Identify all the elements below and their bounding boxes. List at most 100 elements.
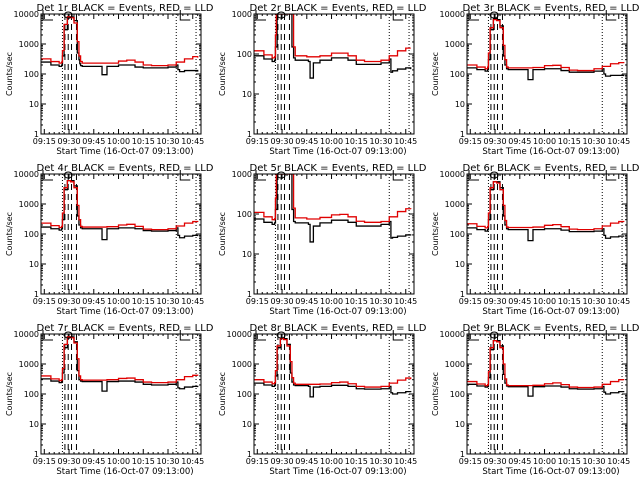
x-axis-label: Start Time (16-Oct-07 09:13:00): [56, 307, 193, 317]
x-tick-label: 10:45: [394, 457, 417, 466]
x-tick-label: 09:30: [58, 297, 81, 306]
x-axis-label: Start Time (16-Oct-07 09:13:00): [269, 307, 406, 317]
y-tick-label: 100: [237, 50, 252, 59]
x-tick-label: 09:30: [271, 297, 294, 306]
panel-title: Det 9r BLACK = Events, RED = LLD: [463, 323, 640, 334]
x-tick-label: 09:30: [484, 297, 507, 306]
x-tick-label: 10:30: [582, 457, 605, 466]
x-tick-label: 09:30: [271, 457, 294, 466]
series-line-lld: [41, 180, 199, 231]
y-tick-label: 10000: [440, 330, 465, 339]
x-tick-label: 10:00: [533, 297, 556, 306]
series-line-lld: [467, 181, 625, 231]
series-line-events: [41, 180, 199, 241]
series-line-lld: [41, 16, 199, 67]
plot-frame: [253, 333, 415, 455]
time-bracket-marker: [179, 170, 191, 181]
x-tick-label: 10:30: [369, 137, 392, 146]
y-tick-label: 10: [29, 260, 39, 269]
x-axis-label: Start Time (16-Oct-07 09:13:00): [269, 467, 406, 477]
y-tick-label: 100: [24, 70, 39, 79]
time-bracket-marker: [42, 10, 53, 21]
x-tick-label: 10:45: [607, 137, 630, 146]
x-tick-label: 10:15: [132, 457, 155, 466]
y-tick-label: 100: [450, 70, 465, 79]
series-line-lld: [254, 14, 411, 63]
x-tick-label: 10:00: [107, 137, 130, 146]
time-bracket-marker: [179, 330, 191, 341]
y-tick-label: 10: [29, 100, 39, 109]
time-bracket-marker: [255, 170, 266, 181]
time-bracket-marker: [255, 10, 266, 21]
time-bracket-marker: [42, 330, 53, 341]
plot-frame: [253, 173, 415, 295]
x-tick-label: 09:15: [33, 297, 56, 306]
x-axis-label: Start Time (16-Oct-07 09:13:00): [56, 467, 193, 477]
y-tick-label: 10000: [227, 330, 252, 339]
x-tick-label: 10:45: [181, 297, 204, 306]
y-tick-label: 1: [34, 450, 39, 459]
flare-peak-marker: [63, 11, 73, 19]
y-tick-label: 1: [34, 130, 39, 139]
x-tick-label: 10:45: [607, 297, 630, 306]
x-tick-label: 09:45: [508, 137, 531, 146]
x-tick-label: 10:15: [132, 297, 155, 306]
x-tick-label: 09:15: [459, 297, 482, 306]
x-tick-label: 09:15: [246, 457, 269, 466]
y-tick-label: 10: [455, 260, 465, 269]
y-tick-label: 1000: [445, 200, 465, 209]
x-tick-label: 09:15: [459, 457, 482, 466]
y-tick-label: 1000: [445, 40, 465, 49]
x-tick-label: 09:15: [246, 137, 269, 146]
flare-peak-marker: [63, 331, 73, 339]
y-tick-label: 1: [34, 290, 39, 299]
time-bracket-marker: [468, 10, 479, 21]
series-line-lld: [254, 174, 412, 223]
x-tick-label: 10:45: [181, 457, 204, 466]
y-tick-label: 100: [450, 230, 465, 239]
y-tick-label: 10: [455, 420, 465, 429]
y-tick-label: 100: [24, 230, 39, 239]
time-bracket-marker: [605, 170, 617, 181]
y-axis-label: Counts/sec: [431, 52, 440, 96]
y-tick-label: 10: [242, 250, 252, 259]
panel-title: Det 8r BLACK = Events, RED = LLD: [250, 323, 427, 334]
x-tick-label: 09:15: [246, 297, 269, 306]
time-bracket-marker: [255, 330, 266, 341]
y-tick-label: 1: [247, 450, 252, 459]
plot-area: [254, 334, 412, 454]
time-bracket-marker: [392, 170, 404, 181]
x-tick-label: 09:30: [484, 137, 507, 146]
x-tick-label: 09:45: [508, 457, 531, 466]
plot-area: [41, 334, 199, 454]
x-tick-label: 10:15: [345, 457, 368, 466]
x-tick-label: 10:15: [558, 297, 581, 306]
panel-title: Det 4r BLACK = Events, RED = LLD: [37, 163, 214, 174]
x-tick-label: 10:00: [320, 457, 343, 466]
flare-peak-marker: [276, 331, 286, 339]
x-tick-label: 10:15: [345, 297, 368, 306]
y-tick-label: 1000: [19, 200, 39, 209]
time-bracket-marker: [179, 10, 191, 21]
y-tick-label: 1000: [232, 170, 252, 179]
series-line-lld: [254, 337, 412, 388]
panel-det-4: Det 4r BLACK = Events, RED = LLD Counts/s…: [5, 163, 214, 317]
x-tick-label: 09:15: [459, 137, 482, 146]
panel-det-2: Det 2r BLACK = Events, RED = LLD Counts/s…: [218, 3, 427, 157]
time-bracket-marker: [468, 170, 479, 181]
x-tick-label: 10:30: [582, 137, 605, 146]
series-line-events: [254, 174, 412, 243]
x-tick-label: 10:30: [156, 457, 179, 466]
flare-peak-marker: [489, 171, 499, 179]
y-axis-label: Counts/sec: [5, 372, 14, 416]
flare-peak-marker: [489, 11, 499, 19]
panel-det-3: Det 3r BLACK = Events, RED = LLD Counts/s…: [431, 3, 640, 157]
y-axis-label: Counts/sec: [5, 52, 14, 96]
x-tick-label: 09:15: [33, 457, 56, 466]
flare-peak-marker: [63, 171, 73, 179]
y-tick-label: 1: [460, 450, 465, 459]
panel-det-6: Det 6r BLACK = Events, RED = LLD Counts/s…: [431, 163, 640, 317]
y-tick-label: 1: [247, 130, 252, 139]
plot-area: [467, 174, 625, 294]
y-tick-label: 10: [242, 420, 252, 429]
